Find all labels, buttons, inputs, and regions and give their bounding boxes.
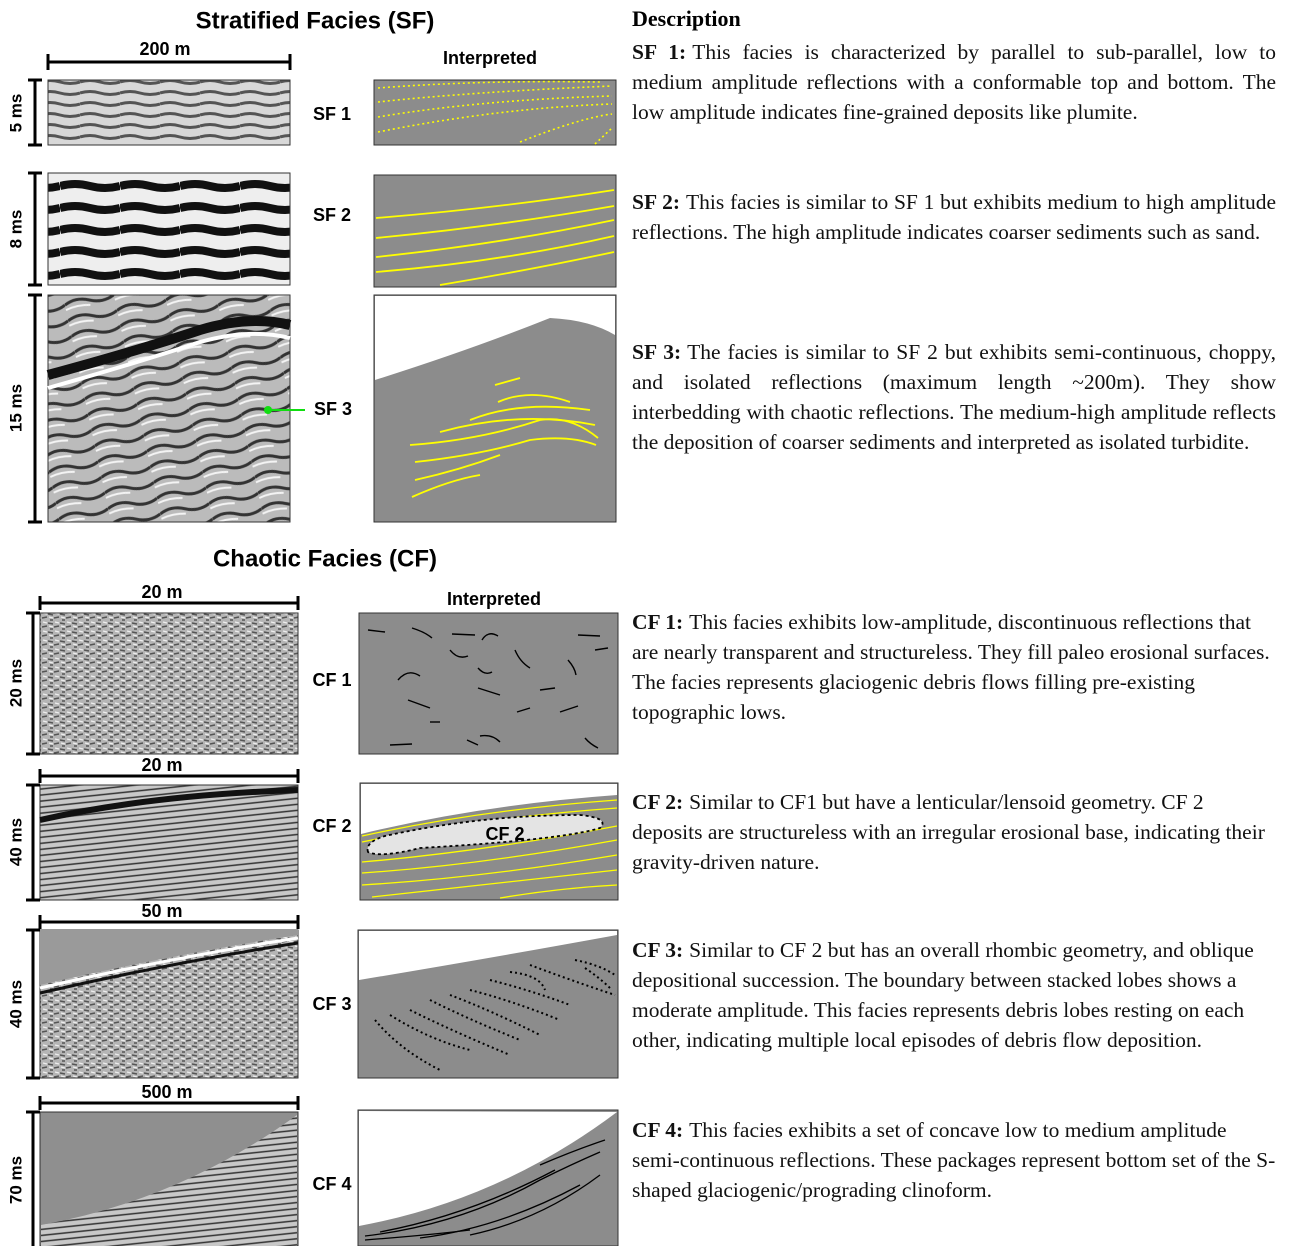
seismic-image — [40, 613, 298, 754]
seismic-image — [48, 295, 290, 522]
term: SF 1: — [632, 40, 686, 64]
scale-label: 20 m — [141, 755, 182, 775]
page: Stratified Facies (SF) Interpreted 200 m… — [0, 0, 1295, 1246]
seismic-image — [48, 173, 290, 285]
time-bar — [26, 1112, 40, 1246]
description-item: CF 2:Similar to CF1 but have a lenticula… — [632, 787, 1276, 877]
seismic-image — [48, 80, 290, 145]
interpreted-label: Interpreted — [443, 48, 537, 68]
time-bar — [28, 173, 42, 285]
interpreted-label: Interpreted — [447, 589, 541, 609]
shape — [452, 634, 475, 635]
facies-label: CF 3 — [312, 994, 351, 1014]
description-item: SF 3:The facies is similar to SF 2 but e… — [632, 337, 1276, 457]
scale-label: 50 m — [141, 901, 182, 921]
facies-label: SF 1 — [313, 104, 351, 124]
time-label: 70 ms — [6, 1156, 25, 1204]
description-item: CF 4:This facies exhibits a set of conca… — [632, 1115, 1276, 1205]
term: CF 2: — [632, 790, 683, 814]
seismic-image — [40, 785, 298, 900]
description-text: Similar to CF 2 but has an overall rhomb… — [632, 938, 1254, 1052]
description-item: CF 3:Similar to CF 2 but has an overall … — [632, 935, 1276, 1055]
term: SF 3: — [632, 340, 681, 364]
scale-label: 500 m — [141, 1082, 192, 1102]
description-text: Similar to CF1 but have a lenticular/len… — [632, 790, 1265, 874]
time-bar — [26, 613, 40, 754]
lens-label: CF 2 — [485, 824, 524, 844]
time-label: 5 ms — [6, 94, 25, 133]
section-title: Chaotic Facies (CF) — [213, 545, 437, 572]
scale-label: 200 m — [139, 39, 190, 59]
facies-label: CF 1 — [312, 670, 351, 690]
facies-label: CF 2 — [312, 816, 351, 836]
term: CF 4: — [632, 1118, 683, 1142]
interpretation — [374, 80, 616, 145]
term: CF 3: — [632, 938, 683, 962]
interpretation — [374, 175, 616, 287]
time-label: 15 ms — [6, 384, 25, 432]
time-bar — [26, 785, 40, 900]
description-text: This facies exhibits a set of concave lo… — [632, 1118, 1275, 1202]
scale-label: 20 m — [141, 582, 182, 602]
arrow-head — [264, 406, 272, 414]
time-bar — [28, 80, 42, 145]
facies-label: CF 4 — [312, 1174, 351, 1194]
time-label: 40 ms — [6, 980, 25, 1028]
description-text: This facies is similar to SF 1 but exhib… — [632, 190, 1276, 244]
time-bar — [28, 295, 42, 522]
shape — [578, 635, 600, 636]
section-title: Stratified Facies (SF) — [196, 7, 435, 34]
description-item: CF 1:This facies exhibits low-amplitude,… — [632, 607, 1276, 727]
description-text: The facies is similar to SF 2 but exhibi… — [632, 340, 1276, 454]
term: CF 1: — [632, 610, 683, 634]
time-label: 40 ms — [6, 818, 25, 866]
shape — [390, 744, 412, 745]
description-text: This facies is characterized by parallel… — [632, 40, 1276, 124]
facies-label: SF 3 — [314, 399, 352, 419]
time-label: 8 ms — [6, 210, 25, 249]
description-heading: Description — [632, 6, 741, 32]
time-bar — [26, 930, 40, 1078]
description-item: SF 1:This facies is characterized by par… — [632, 37, 1276, 127]
term: SF 2: — [632, 190, 680, 214]
description-item: SF 2:This facies is similar to SF 1 but … — [632, 187, 1276, 247]
description-text: This facies exhibits low-amplitude, disc… — [632, 610, 1270, 724]
facies-label: SF 2 — [313, 205, 351, 225]
time-label: 20 ms — [6, 659, 25, 707]
